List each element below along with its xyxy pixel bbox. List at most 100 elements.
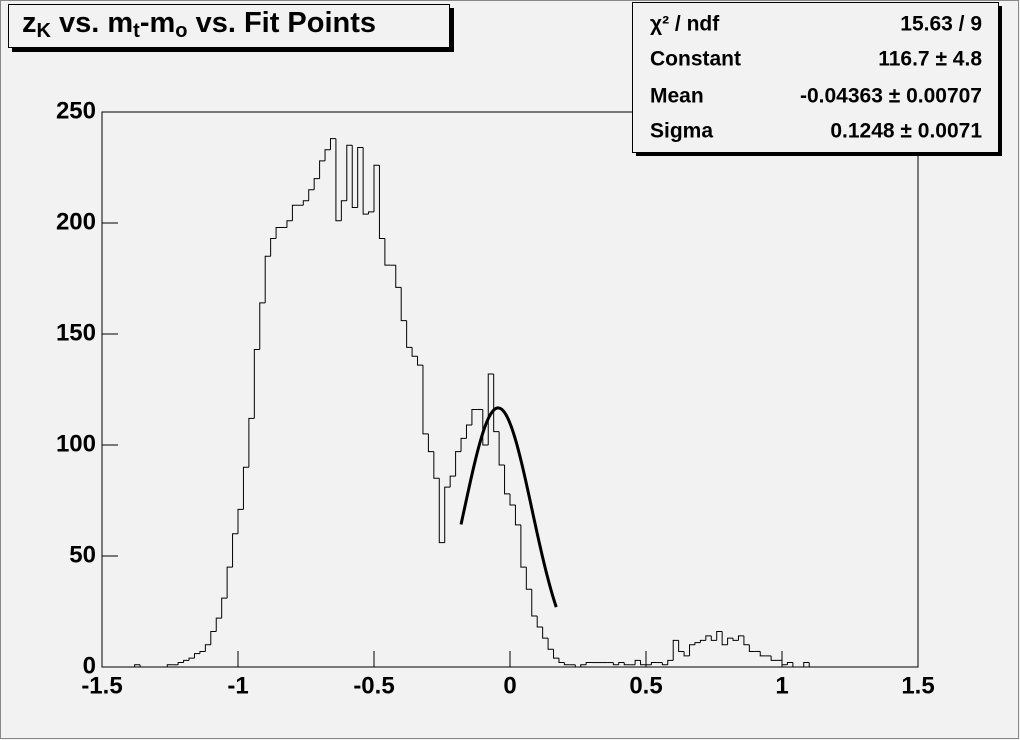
- histogram-bin: [509, 493, 516, 506]
- histogram-bin: [134, 664, 141, 667]
- histogram-bin: [542, 627, 549, 639]
- histogram-bin: [411, 347, 418, 357]
- histogram-bin: [264, 255, 271, 303]
- histogram-bin: [183, 659, 190, 663]
- histogram-bin: [427, 433, 434, 453]
- histogram-bin: [803, 662, 810, 667]
- histogram-bin: [215, 617, 222, 632]
- histogram-bin: [672, 639, 679, 661]
- x-tick-label: 1: [775, 672, 788, 699]
- histogram-bin: [553, 649, 559, 659]
- histogram-bin: [329, 138, 336, 150]
- histogram-bin: [438, 478, 445, 544]
- histogram-bin: [716, 630, 723, 641]
- title-part: z: [22, 7, 37, 39]
- histogram-bin: [286, 220, 293, 228]
- title-part: vs. m: [51, 7, 133, 39]
- x-tick-label: 0: [503, 672, 516, 699]
- histogram-bin: [661, 662, 668, 666]
- histogram-bin: [694, 642, 701, 645]
- histogram-bin: [395, 265, 402, 288]
- histogram-bin: [193, 653, 200, 659]
- histogram-bin: [259, 302, 266, 350]
- histogram-bin: [667, 659, 674, 665]
- histogram-bin: [270, 238, 277, 257]
- histogram-bin: [455, 451, 462, 477]
- stats-label: Sigma: [650, 120, 713, 143]
- histogram-bin: [302, 200, 309, 206]
- stats-label: χ² / ndf: [650, 13, 720, 36]
- histogram-bin: [498, 431, 505, 466]
- histogram-bin: [177, 662, 184, 665]
- histogram-bin: [275, 226, 282, 239]
- histogram-bin: [188, 657, 195, 661]
- stats-box: [632, 2, 999, 153]
- histogram-bin: [346, 144, 353, 201]
- title-box: [8, 4, 450, 48]
- histogram-bin: [471, 408, 478, 426]
- histogram-bin: [634, 659, 641, 665]
- histogram-bin: [319, 160, 326, 179]
- histogram-bin: [210, 630, 217, 645]
- histogram-bin: [786, 662, 793, 665]
- x-tick-label: 1.5: [901, 672, 934, 699]
- stats-value: 15.63 / 9: [900, 13, 982, 36]
- y-tick-label: 150: [56, 319, 96, 346]
- histogram-bin: [748, 644, 755, 652]
- y-tick-label: 0: [83, 652, 96, 679]
- histogram-bin: [417, 356, 423, 366]
- y-tick-label: 50: [69, 541, 96, 568]
- histogram-bin: [808, 662, 815, 668]
- histogram-bin: [324, 149, 331, 161]
- x-tick-label: 0.5: [629, 672, 662, 699]
- title-subscript: o: [175, 20, 187, 42]
- title-part: -m: [140, 7, 175, 39]
- histogram-bin: [705, 635, 712, 641]
- histogram-bin: [248, 417, 255, 468]
- histogram-bin: [232, 533, 238, 568]
- histogram-bin: [373, 164, 380, 212]
- histogram-bin: [400, 287, 407, 322]
- histogram-bin: [580, 664, 587, 667]
- histogram-bin: [335, 138, 342, 222]
- histogram-bin: [357, 147, 364, 208]
- histogram-bin: [449, 475, 456, 488]
- histogram-bin: [710, 635, 717, 641]
- histogram-bin: [792, 662, 799, 668]
- plot-frame: [101, 111, 919, 668]
- histogram-bin: [759, 651, 766, 657]
- stats-label: Constant: [650, 48, 741, 71]
- histogram-bin: [678, 640, 685, 652]
- histogram-bin: [640, 660, 646, 666]
- histogram-bin: [699, 639, 706, 643]
- histogram-bin: [514, 504, 521, 526]
- y-tick-label: 200: [56, 208, 96, 235]
- histogram-bin: [504, 464, 510, 495]
- histogram-bin: [563, 662, 570, 666]
- title-subscript: K: [37, 20, 52, 42]
- histogram-bin: [242, 466, 249, 510]
- histogram-bin: [340, 200, 347, 221]
- histogram-bin: [351, 145, 358, 208]
- histogram-bin: [422, 365, 429, 435]
- histogram-bin: [558, 658, 565, 664]
- x-tick-label: -1: [227, 672, 248, 699]
- histogram-bin: [525, 567, 532, 590]
- fit-curve: [459, 406, 558, 608]
- histogram-bin: [482, 409, 489, 446]
- histogram-bin: [493, 373, 500, 433]
- stats-value: 0.1248 ± 0.0071: [830, 120, 982, 143]
- histogram-bin: [781, 660, 788, 666]
- histogram-bin: [770, 655, 777, 661]
- stats-value: 116.7 ± 4.8: [878, 48, 982, 71]
- histogram-bin: [520, 524, 527, 568]
- histogram-bin: [204, 644, 211, 652]
- title-subscript: t: [133, 20, 140, 42]
- histogram-bin: [199, 650, 206, 654]
- histogram-bin: [650, 662, 657, 665]
- histogram-bin: [727, 637, 734, 645]
- histogram-bin: [612, 662, 619, 666]
- histogram-bin: [623, 662, 630, 666]
- chart-title: zK vs. mt-mo vs. Fit Points: [22, 7, 376, 43]
